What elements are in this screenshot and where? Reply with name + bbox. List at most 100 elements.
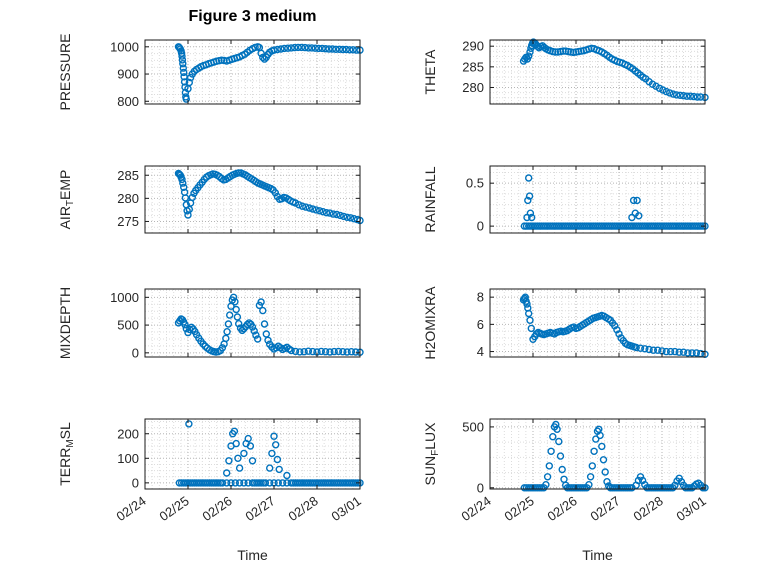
data-marker (679, 91, 688, 100)
data-marker (309, 205, 317, 213)
data-marker (522, 222, 531, 230)
data-marker (613, 222, 621, 230)
data-marker (345, 479, 353, 487)
data-marker (302, 203, 310, 211)
data-marker (638, 222, 647, 230)
data-marker (304, 347, 313, 355)
data-marker (207, 479, 216, 487)
data-marker (676, 91, 684, 100)
y-tick-label: 285 (462, 59, 484, 74)
data-marker (527, 324, 535, 333)
data-marker (180, 78, 189, 86)
data-marker (315, 479, 323, 487)
data-marker (182, 95, 191, 103)
data-marker (565, 222, 574, 230)
y-tick-label: 500 (117, 318, 139, 333)
data-marker (634, 222, 643, 230)
data-marker (599, 456, 608, 464)
data-marker (304, 44, 313, 52)
x-tick-label: 02/26 (199, 493, 234, 524)
data-marker (686, 222, 694, 230)
data-marker (246, 442, 255, 450)
data-marker (326, 348, 334, 356)
x-tick-label: 03/01 (328, 493, 363, 524)
data-marker (250, 327, 258, 335)
figure-title: Figure 3 medium (188, 8, 317, 25)
data-marker (177, 479, 186, 487)
data-marker (321, 348, 330, 356)
data-marker (335, 45, 344, 53)
data-marker (287, 346, 295, 355)
data-marker (315, 44, 323, 53)
data-marker (235, 479, 244, 487)
y-tick-label: 280 (117, 191, 139, 206)
data-marker (308, 44, 316, 52)
data-marker (259, 53, 267, 62)
data-marker (549, 433, 557, 441)
data-marker (608, 484, 617, 492)
data-marker (645, 345, 653, 354)
scatter-points (520, 174, 709, 230)
data-marker (178, 52, 186, 60)
data-marker (339, 45, 347, 54)
tick-marks (489, 419, 706, 489)
data-marker (626, 484, 634, 492)
data-marker (311, 479, 319, 487)
data-marker (688, 349, 696, 357)
x-axis-label: Time (582, 547, 613, 563)
panel-rainfall: 0 0.5 RAINFALL (422, 165, 709, 234)
data-marker (578, 222, 587, 230)
data-marker (274, 479, 282, 487)
data-marker (699, 222, 707, 230)
y-axis-label: SUNFLUX (422, 422, 441, 486)
data-marker (635, 212, 643, 220)
y-tick-label: 0 (477, 480, 484, 495)
data-marker (347, 348, 356, 356)
data-marker (187, 323, 196, 331)
data-marker (229, 293, 238, 301)
data-marker (662, 484, 670, 492)
y-tick-label: 0 (477, 219, 484, 234)
y-tick-label: 6 (477, 317, 484, 332)
data-marker (583, 484, 591, 492)
data-marker (259, 306, 267, 315)
data-marker (524, 196, 532, 205)
scatter-points (175, 420, 364, 487)
x-tick-label: 02/27 (587, 493, 622, 524)
data-marker (218, 344, 227, 352)
data-marker (321, 45, 330, 53)
data-marker (230, 427, 239, 435)
data-marker (526, 48, 534, 56)
data-marker (333, 210, 341, 219)
data-marker (600, 222, 608, 230)
data-marker (654, 484, 662, 492)
data-marker (613, 484, 621, 492)
data-marker (326, 209, 334, 217)
data-marker (186, 73, 195, 82)
panel-sunflux: 0 500 SUNFLUX 02/24 02/25 02/26 02/27 02/28 03/0… (422, 418, 709, 563)
y-axis-label: RAINFALL (422, 166, 438, 232)
data-marker (583, 222, 591, 230)
data-marker (666, 484, 675, 492)
data-marker (553, 425, 561, 433)
data-marker (223, 328, 231, 336)
data-marker (343, 213, 351, 222)
data-marker (636, 344, 645, 352)
data-marker (270, 432, 278, 440)
data-marker (693, 93, 701, 101)
data-marker (182, 479, 190, 487)
x-tick-label: 02/28 (285, 493, 320, 524)
data-marker (346, 214, 355, 222)
tick-marks (144, 166, 361, 233)
data-marker (523, 300, 531, 308)
data-marker (570, 222, 578, 230)
data-marker (608, 222, 617, 230)
data-marker (277, 45, 285, 53)
data-marker (561, 222, 569, 230)
data-marker (544, 222, 552, 230)
axes-box (489, 165, 706, 234)
data-marker (278, 479, 287, 487)
data-marker (521, 293, 529, 301)
data-marker (254, 335, 262, 343)
y-axis-label: MIXDEPTH (57, 287, 73, 359)
